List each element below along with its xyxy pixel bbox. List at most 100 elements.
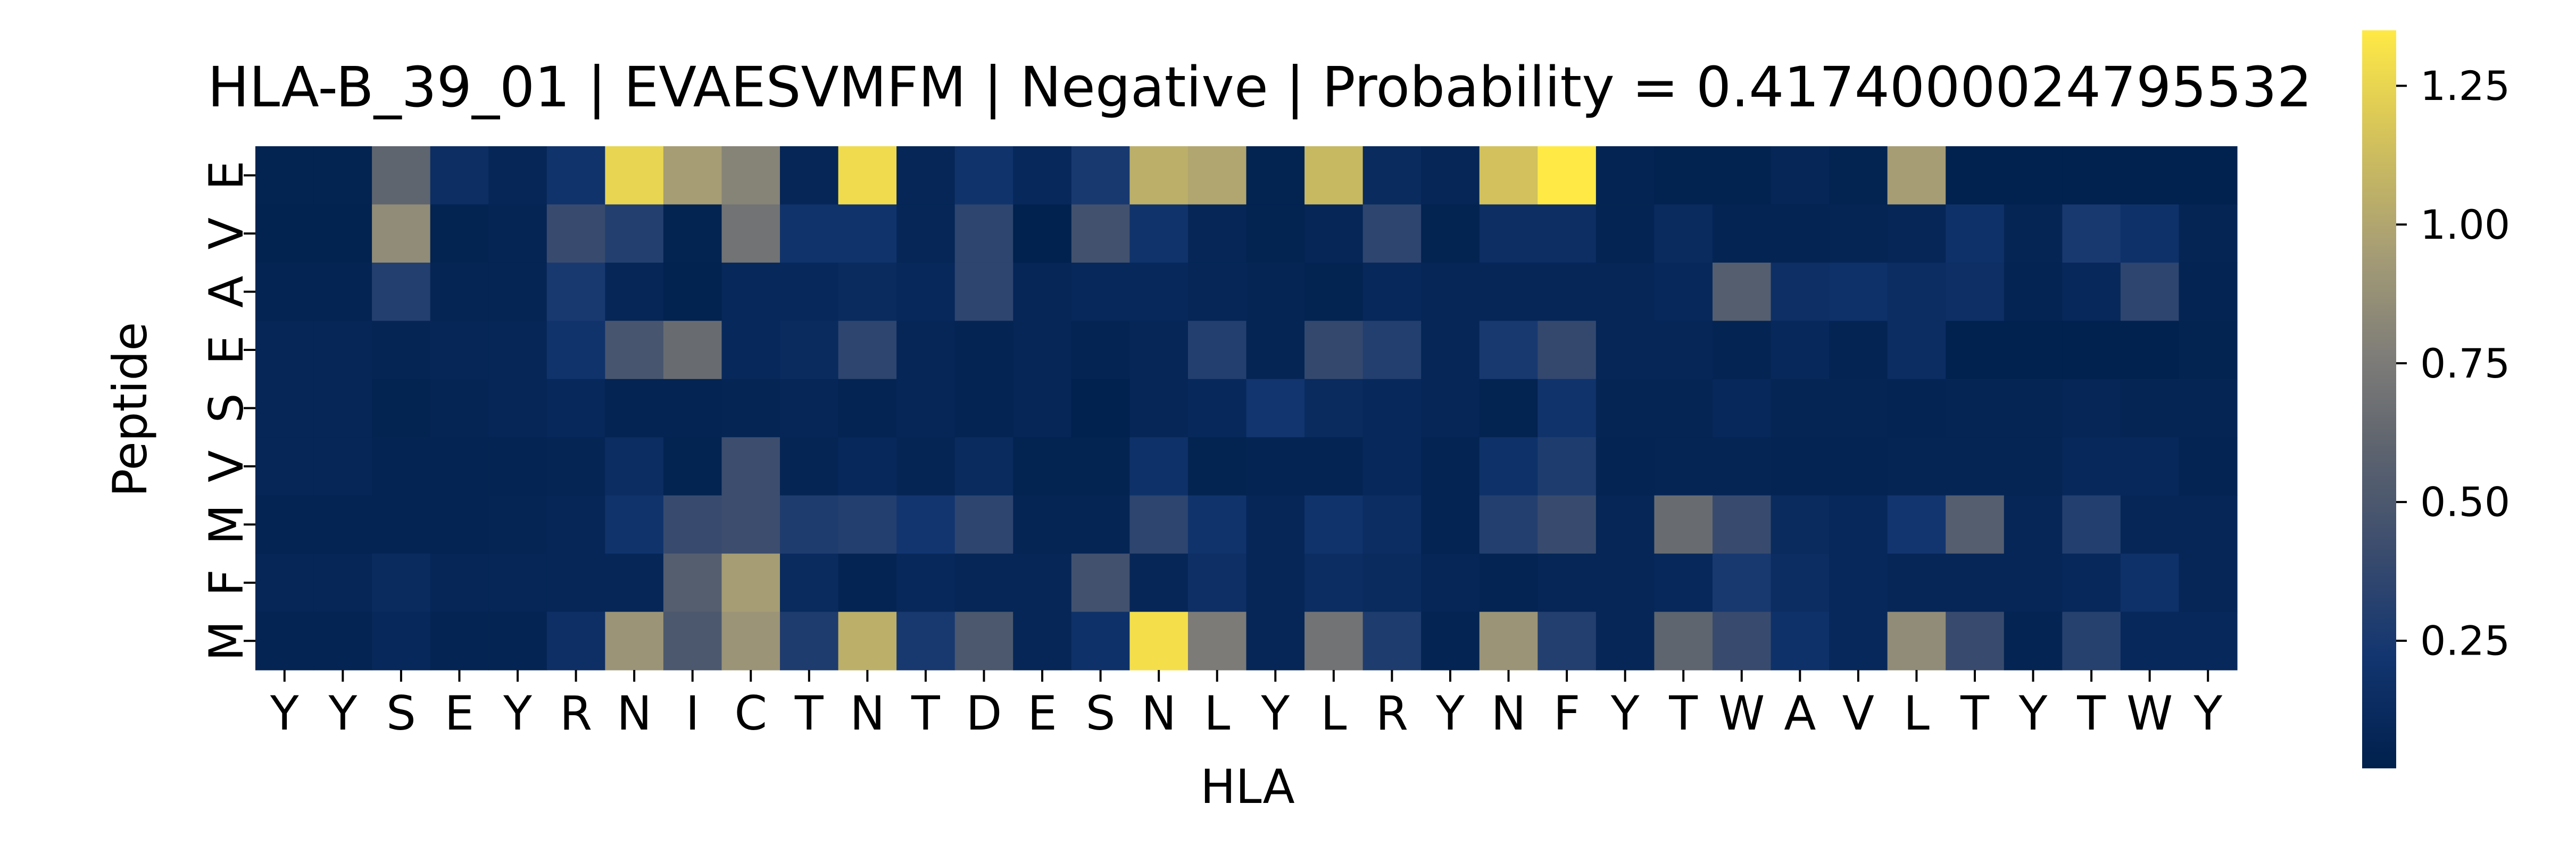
heatmap-cell [1479, 321, 1538, 380]
heatmap-cell [430, 146, 489, 205]
heatmap-cell [488, 262, 547, 321]
heatmap-cell [1946, 437, 2005, 496]
heatmap-cell [1187, 437, 1247, 496]
heatmap-cell [1946, 204, 2005, 263]
heatmap-cell [1013, 554, 1072, 613]
x-tick-label: Y [328, 686, 357, 741]
heatmap-cell [954, 146, 1013, 205]
heatmap-cell [1596, 612, 1655, 671]
heatmap-cell [1654, 146, 1713, 205]
heatmap-cell [2179, 321, 2238, 380]
heatmap-cell [255, 204, 314, 263]
heatmap-cell [1712, 437, 1772, 496]
heatmap-cell [896, 495, 955, 554]
heatmap-cell [372, 612, 431, 671]
heatmap-cell [1479, 437, 1538, 496]
heatmap-cell [1071, 612, 1130, 671]
heatmap-cell [605, 146, 664, 205]
heatmap-cell [838, 204, 897, 263]
heatmap-cell [1946, 554, 2005, 613]
heatmap-cell [721, 321, 780, 380]
x-tick-label: T [1668, 686, 1698, 741]
x-tick-label: N [1141, 686, 1176, 741]
heatmap-cell [372, 321, 431, 380]
heatmap-cell [1771, 146, 1830, 205]
heatmap-cell [1829, 495, 1888, 554]
heatmap-cell [2004, 612, 2063, 671]
heatmap-cell [780, 321, 839, 380]
heatmap-cell [605, 379, 664, 438]
heatmap-cell [1654, 204, 1713, 263]
x-tick-label: N [850, 686, 885, 741]
heatmap-cell [1887, 437, 1946, 496]
heatmap-cell [372, 146, 431, 205]
heatmap-cell [546, 379, 605, 438]
heatmap-cell [1654, 495, 1713, 554]
x-tick-label: T [1960, 686, 1990, 741]
heatmap-cell [954, 321, 1013, 380]
heatmap-cell [1712, 379, 1772, 438]
heatmap-cell [2179, 262, 2238, 321]
heatmap-cell [1071, 146, 1130, 205]
heatmap-cell [2179, 204, 2238, 263]
heatmap-cell [1071, 437, 1130, 496]
heatmap-cell [313, 321, 372, 380]
heatmap-cell [546, 554, 605, 613]
heatmap-cell [2062, 437, 2121, 496]
heatmap-cell [1246, 612, 1305, 671]
heatmap-cell [1013, 495, 1072, 554]
heatmap-cell [488, 146, 547, 205]
y-tick-label: A [199, 276, 254, 308]
heatmap-cell [2120, 321, 2180, 380]
heatmap-cell [2120, 262, 2180, 321]
x-tick-label: L [1904, 686, 1930, 741]
y-tick-label: E [199, 161, 254, 190]
heatmap-cell [1421, 262, 1480, 321]
heatmap-cell [430, 262, 489, 321]
heatmap-cell [1596, 204, 1655, 263]
heatmap-cell [2062, 495, 2121, 554]
heatmap-cell [780, 437, 839, 496]
heatmap-cell [1071, 495, 1130, 554]
heatmap-cell [1129, 437, 1189, 496]
heatmap-cell [430, 204, 489, 263]
heatmap-cell [896, 262, 955, 321]
heatmap-cell [1887, 146, 1946, 205]
heatmap-cell [1479, 262, 1538, 321]
heatmap-cell [2179, 437, 2238, 496]
heatmap-cell [1712, 204, 1772, 263]
heatmap-cell [546, 204, 605, 263]
heatmap-cell [2004, 437, 2063, 496]
heatmap-cell [1829, 321, 1888, 380]
heatmap-cell [1829, 379, 1888, 438]
colorbar [2362, 30, 2396, 768]
heatmap-cell [1187, 321, 1247, 380]
heatmap-cell [313, 204, 372, 263]
heatmap-cell [605, 437, 664, 496]
heatmap-cell [838, 262, 897, 321]
heatmap-cell [1129, 146, 1189, 205]
heatmap-cell [1129, 379, 1189, 438]
heatmap-cell [1479, 204, 1538, 263]
x-tick-label: W [2126, 686, 2173, 741]
x-tick-label: V [1842, 686, 1874, 741]
colorbar-ticks: 0.25 0.50 0.75 1.00 1.25 [2396, 62, 2510, 665]
heatmap-cell [313, 554, 372, 613]
x-tick-label: N [617, 686, 652, 741]
heatmap-cell [1712, 495, 1772, 554]
heatmap-cell [2120, 379, 2180, 438]
heatmap-cell [1771, 204, 1830, 263]
heatmap-cell [1654, 554, 1713, 613]
heatmap-cell [255, 495, 314, 554]
heatmap-cell [954, 204, 1013, 263]
heatmap-cell [663, 321, 722, 380]
heatmap-cell [838, 321, 897, 380]
heatmap-cell [1654, 612, 1713, 671]
heatmap-cell [1887, 495, 1946, 554]
heatmap-cell [255, 379, 314, 438]
heatmap-cell [2062, 612, 2121, 671]
heatmap-cell [1596, 495, 1655, 554]
heatmap-cell [313, 612, 372, 671]
x-tick-label: F [1553, 686, 1581, 741]
x-tick-label: R [1376, 686, 1408, 741]
